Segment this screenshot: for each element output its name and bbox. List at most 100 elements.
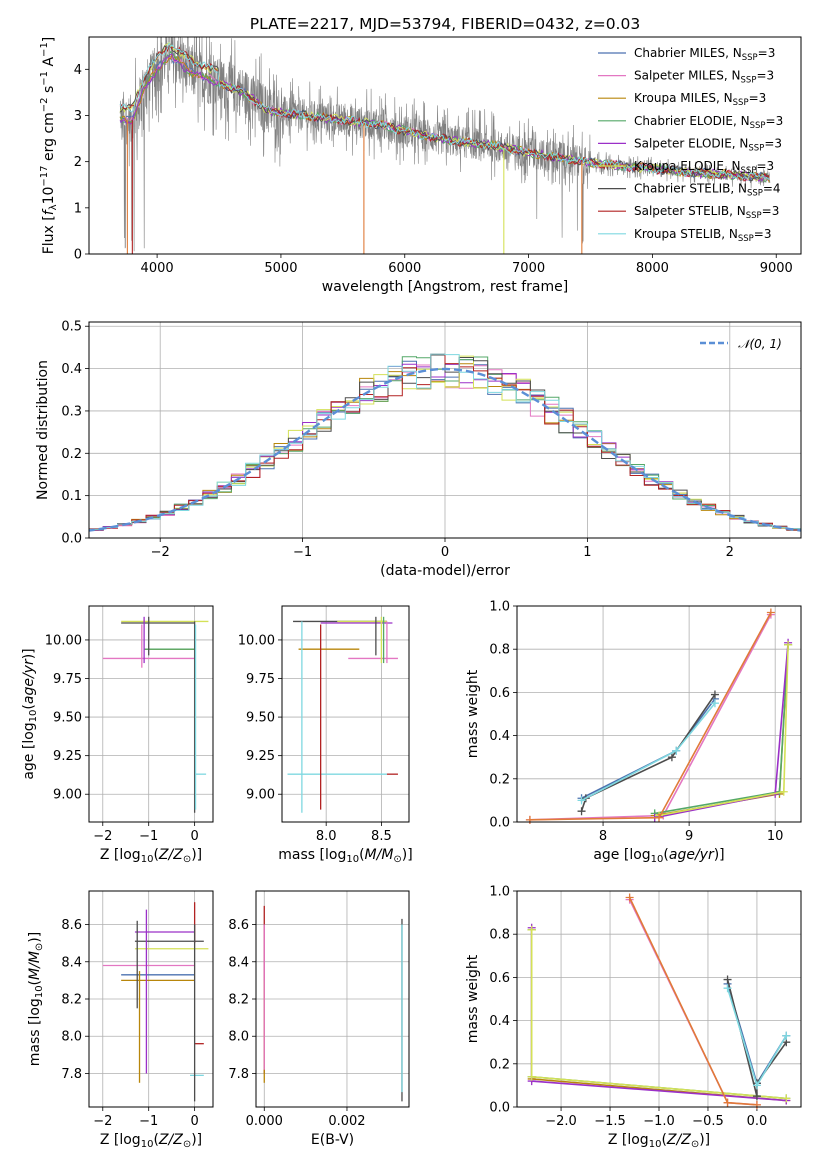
x-tick-label: −1.0: [643, 1114, 675, 1129]
mass-vs-extinction-panel: 0.000 0.002 7.8 8.0 8.2 8.4 8.6 E(B-V): [228, 890, 410, 1148]
mass-weight-point: [752, 1081, 761, 1090]
y-tick-label: 0.2: [489, 772, 510, 787]
mass-weight-line: [628, 899, 757, 1106]
figure-title: PLATE=2217, MJD=53794, FIBERID=0432, z=0…: [250, 15, 640, 33]
y-tick-label: 0.6: [489, 971, 510, 986]
x-axis-label: age [log10(age/yr)]: [593, 847, 724, 865]
residual-histogram-panel: −2 −1 0 1 2 0.0 0.1 0.2 0.3 0.4 0.5 (data-model)/er…: [35, 320, 802, 579]
legend-label: Salpeter ELODIE, NSSP=3: [634, 136, 782, 153]
mass-weight-point: [710, 690, 719, 699]
y-tick-label: 9.00: [53, 788, 82, 803]
axes-frame: [88, 890, 214, 1108]
mass-weight-point: [766, 608, 775, 617]
y-tick-label: 9.75: [246, 672, 275, 687]
x-tick-label: −0.5: [692, 1114, 724, 1129]
y-tick-label: 0.2: [489, 1057, 510, 1072]
mass-weight-line: [581, 698, 716, 799]
y-tick-label: 1.0: [489, 885, 510, 900]
x-tick-label: 0: [190, 829, 198, 844]
mass-weight-vs-age-panel: 8 9 10 0.0 0.2 0.4 0.6 0.8 1.0 age [log10(age/yr)…: [465, 600, 802, 865]
mass-weight-line: [658, 644, 789, 817]
mass-weight-point: [723, 975, 732, 984]
x-tick-label: 8000: [636, 261, 669, 276]
y-axis-label: Normed distribution: [35, 360, 51, 500]
mass-weight-point: [782, 1094, 791, 1103]
mass-vs-metallicity-panel: −2 −1 0 7.8 8.0 8.2 8.4 8.6 Z [log10(Z/Z⊙)] mass …: [27, 890, 214, 1150]
legend-label: Salpeter MILES, NSSP=3: [634, 69, 774, 86]
y-tick-label: 0.4: [489, 729, 510, 744]
errorbar-plot-area: [102, 902, 209, 1102]
mass-weight-point: [527, 1072, 536, 1081]
y-tick-label: 9.00: [246, 788, 275, 803]
legend-label: Chabrier ELODIE, NSSP=3: [634, 114, 783, 131]
x-tick-label: 8.5: [371, 829, 392, 844]
x-tick-label: 8: [599, 829, 607, 844]
y-tick-label: 9.75: [53, 672, 82, 687]
x-tick-label: 8.0: [316, 829, 337, 844]
mass-weight-point: [784, 640, 793, 649]
grid-lines: [256, 891, 409, 1107]
mass-weight-point: [527, 925, 536, 934]
y-tick-label: 0.8: [489, 643, 510, 658]
spectrum-panel: 4000 5000 6000 7000 8000 9000 0 1 2 3 4 wavelength …: [39, 36, 802, 295]
mass-weight-point: [752, 1100, 761, 1109]
mass-weight-line: [628, 897, 757, 1106]
x-tick-label: 0.000: [246, 1114, 283, 1129]
y-tick-label: 7.8: [61, 1067, 82, 1082]
y-tick-label: 0.6: [489, 686, 510, 701]
errorbar-plot-area: [102, 616, 209, 813]
x-tick-label: 2: [726, 545, 734, 560]
legend: Chabrier MILES, NSSP=3 Salpeter MILES, NS…: [598, 46, 783, 244]
y-tick-label: 4: [74, 63, 82, 78]
x-tick-label: 1: [583, 545, 591, 560]
y-tick-label: 0.4: [489, 1014, 510, 1029]
y-tick-label: 8.4: [228, 955, 249, 970]
mass-weight-point: [625, 893, 634, 902]
y-tick-label: 8.4: [61, 955, 82, 970]
y-tick-label: 9.25: [53, 749, 82, 764]
y-axis-label: Flux [fλ10−17 erg cm−2 s−1 A−1]: [39, 37, 59, 255]
model-spectrum-line: [119, 42, 770, 181]
x-tick-label: −1.5: [594, 1114, 626, 1129]
axes-frame: [516, 605, 802, 823]
x-tick-label: −2: [93, 1114, 112, 1129]
errorbar-plot-area: [287, 616, 398, 813]
x-tick-label: −2: [151, 545, 170, 560]
legend-label: Kroupa MILES, NSSP=3: [634, 91, 766, 108]
legend-label: Kroupa STELIB, NSSP=3: [634, 227, 772, 244]
x-axis-label: Z [log10(Z/Z⊙)]: [100, 847, 202, 865]
legend-label: Salpeter STELIB, NSSP=3: [634, 204, 779, 221]
x-tick-label: 0.002: [328, 1114, 365, 1129]
x-tick-label: 0: [190, 1114, 198, 1129]
age-vs-metallicity-panel: −2 −1 0 9.00 9.25 9.50 9.75 10.00 Z [log10(Z/Z⊙)…: [21, 605, 214, 865]
model-spectrum-line: [120, 45, 770, 182]
mass-weight-point: [525, 815, 534, 824]
x-axis-label: mass [log10(M/M⊙)]: [278, 847, 412, 865]
x-tick-label: 7000: [512, 261, 545, 276]
grid-lines: [89, 606, 213, 822]
y-tick-label: 3: [74, 109, 82, 124]
y-tick-label: 8.2: [228, 993, 249, 1008]
axes-frame: [88, 605, 214, 823]
mass-weight-point: [723, 984, 732, 993]
y-tick-label: 2: [74, 155, 82, 170]
mass-weight-point: [667, 753, 676, 762]
y-tick-label: 0.3: [61, 404, 82, 419]
x-tick-label: −1: [139, 1114, 158, 1129]
x-axis-label: wavelength [Angstrom, rest frame]: [322, 279, 568, 295]
mass-weight-point: [577, 807, 586, 816]
mass-weight-point: [710, 699, 719, 708]
y-tick-label: 1: [74, 201, 82, 216]
y-tick-label: 1.0: [489, 600, 510, 615]
y-tick-label: 9.25: [246, 749, 275, 764]
mass-weight-point: [723, 1098, 732, 1107]
mass-weight-line: [580, 694, 716, 812]
grid-lines: [517, 890, 801, 1108]
legend-label: 𝒩(0, 1): [738, 337, 782, 351]
age-vs-mass-panel: 8.0 8.5 9.00 9.25 9.50 9.75 10.00 mass [log10(M…: [238, 605, 413, 865]
axes-frame: [88, 36, 802, 255]
x-tick-label: 9: [685, 829, 693, 844]
grid-lines: [282, 606, 409, 822]
mass-weight-point: [672, 746, 681, 755]
mass-weight-line: [654, 642, 789, 819]
